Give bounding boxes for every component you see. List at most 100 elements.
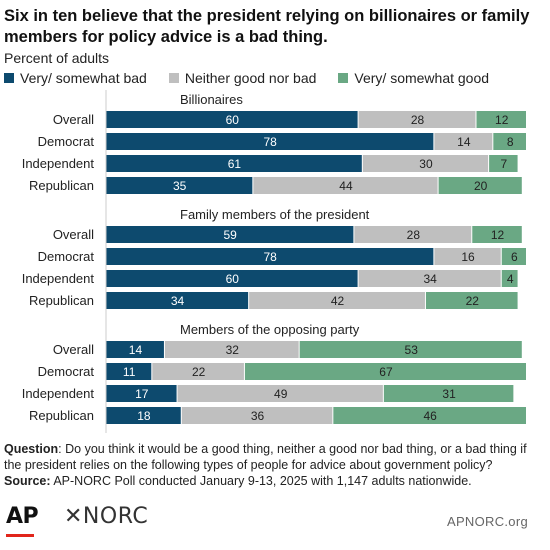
bar-segment — [438, 177, 522, 194]
row-label: Overall — [53, 227, 94, 242]
data-label: 59 — [224, 228, 238, 242]
bar-segment — [164, 341, 299, 358]
norc-logo: ✕NORC — [64, 504, 149, 529]
data-label: 12 — [495, 113, 509, 127]
data-label: 28 — [407, 228, 421, 242]
bar-segment — [106, 177, 253, 194]
data-label: 42 — [331, 294, 345, 308]
data-label: 4 — [507, 272, 514, 286]
data-label: 46 — [423, 409, 437, 423]
bar-segment — [106, 363, 152, 380]
data-label: 53 — [405, 343, 419, 357]
row-label: Independent — [22, 156, 95, 171]
bar-segment — [177, 385, 383, 402]
bar-segment — [106, 133, 434, 150]
bar-segment — [106, 270, 358, 287]
data-label: 8 — [507, 135, 514, 149]
bar-segment — [299, 341, 522, 358]
bar-segment — [249, 292, 425, 309]
data-label: 44 — [339, 179, 353, 193]
bar-segment — [181, 407, 333, 424]
bar-segment — [106, 407, 181, 424]
legend-swatch-bad — [4, 73, 14, 83]
legend: Very/ somewhat bad Neither good nor bad … — [4, 70, 511, 86]
bar-segment — [472, 226, 522, 243]
legend-swatch-good — [338, 73, 349, 83]
data-label: 28 — [411, 113, 425, 127]
data-label: 31 — [442, 387, 456, 401]
stacked-bar-chart: Billionaires Overall 60 28 12 Democrat 78 14 8 In… — [22, 90, 526, 433]
question-text: : Do you think it would be a good thing,… — [4, 442, 527, 472]
legend-label-bad: Very/ somewhat bad — [20, 70, 147, 86]
data-label: 61 — [228, 157, 242, 171]
legend-swatch-neither — [168, 73, 179, 83]
bar-segment — [501, 248, 526, 265]
group-title: Family members of the president — [180, 207, 370, 222]
data-label: 14 — [129, 343, 143, 357]
site-url: APNORC.org — [446, 514, 528, 529]
row-label: Republican — [29, 408, 94, 423]
bar-segment — [434, 133, 493, 150]
bar-segment — [476, 111, 526, 128]
legend-item-neither: Neither good nor bad — [168, 70, 317, 86]
bar-segment — [358, 111, 476, 128]
bar-segment — [383, 385, 514, 402]
bar-segment — [106, 385, 177, 402]
bar-segment — [362, 155, 489, 172]
bar-segment — [434, 248, 501, 265]
source-label: Source: — [4, 474, 51, 488]
bar-segment — [106, 341, 164, 358]
data-label: 60 — [226, 113, 240, 127]
source-text: AP-NORC Poll conducted January 9-13, 202… — [50, 474, 472, 488]
bar-segment — [106, 111, 358, 128]
source-note: Source: AP-NORC Poll conducted January 9… — [4, 473, 544, 489]
data-label: 30 — [419, 157, 433, 171]
data-label: 6 — [511, 250, 518, 264]
bar-segment — [493, 133, 526, 150]
group-title: Billionaires — [180, 92, 243, 107]
chart-title: Six in ten believe that the president re… — [4, 7, 530, 46]
row-label: Overall — [53, 342, 94, 357]
row-label: Democrat — [38, 364, 95, 379]
row-label: Democrat — [38, 249, 95, 264]
bar-segment — [106, 248, 434, 265]
ap-logo: AP — [6, 504, 39, 529]
legend-label-good: Very/ somewhat good — [354, 70, 490, 86]
data-label: 34 — [171, 294, 185, 308]
bar-segment — [106, 292, 249, 309]
data-label: 34 — [423, 272, 437, 286]
row-label: Republican — [29, 293, 94, 308]
data-label: 49 — [274, 387, 288, 401]
group-title: Members of the opposing party — [180, 322, 360, 337]
data-label: 22 — [466, 294, 480, 308]
data-label: 16 — [461, 250, 475, 264]
bar-segment — [152, 363, 244, 380]
question-note: Question: Do you think it would be a goo… — [4, 441, 544, 473]
data-label: 20 — [474, 179, 488, 193]
row-label: Overall — [53, 112, 94, 127]
bar-segment — [106, 226, 354, 243]
data-label: 17 — [135, 387, 149, 401]
bar-segment — [501, 270, 518, 287]
ap-logo-underline — [6, 534, 34, 537]
data-label: 78 — [264, 250, 278, 264]
data-label: 14 — [457, 135, 471, 149]
data-label: 11 — [123, 365, 136, 379]
legend-label-neither: Neither good nor bad — [184, 70, 317, 86]
data-label: 78 — [264, 135, 278, 149]
data-label: 22 — [192, 365, 206, 379]
data-label: 36 — [251, 409, 265, 423]
bar-segment — [354, 226, 472, 243]
bar-segment — [333, 407, 526, 424]
row-label: Republican — [29, 178, 94, 193]
row-label: Democrat — [38, 134, 95, 149]
bar-segment — [106, 155, 362, 172]
data-label: 32 — [226, 343, 240, 357]
data-label: 67 — [379, 365, 393, 379]
question-label: Question — [4, 442, 59, 456]
bar-segment — [358, 270, 501, 287]
row-label: Independent — [22, 271, 95, 286]
legend-item-bad: Very/ somewhat bad — [4, 70, 147, 86]
chart-subtitle: Percent of adults — [4, 50, 110, 66]
data-label: 18 — [137, 409, 151, 423]
